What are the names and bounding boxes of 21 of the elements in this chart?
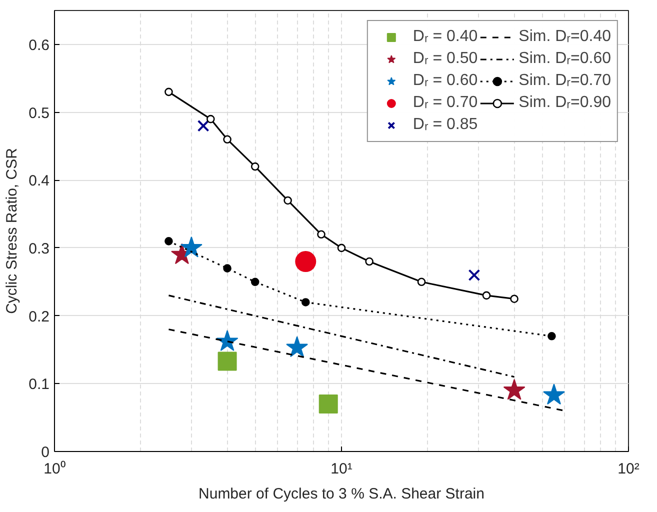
y-tick-label: 0 bbox=[41, 444, 50, 461]
legend-label: Dᵣ = 0.70 bbox=[412, 94, 478, 112]
legend-label: Dᵣ = 0.60 bbox=[412, 72, 478, 90]
y-tick-label: 0.2 bbox=[28, 308, 50, 326]
y-tick-label: 0.6 bbox=[28, 36, 50, 54]
legend-label: Dᵣ = 0.85 bbox=[412, 116, 478, 134]
y-tick-label: 0.3 bbox=[28, 240, 50, 258]
x-axis-title: Number of Cycles to 3 % S.A. Shear Strain bbox=[198, 486, 484, 502]
y-axis-title: Cyclic Stress Ratio, CSR bbox=[4, 148, 21, 314]
legend-label: Sim. Dᵣ=0.90 bbox=[518, 94, 611, 112]
y-tick-label: 0.5 bbox=[28, 104, 50, 122]
x-tick-label: 10¹ bbox=[330, 460, 352, 478]
y-tick-label: 0.4 bbox=[28, 172, 50, 190]
legend-label: Sim. Dᵣ=0.60 bbox=[518, 50, 611, 68]
legend-label: Sim. Dᵣ=0.70 bbox=[518, 72, 611, 90]
legend-label: Dᵣ = 0.40 bbox=[412, 28, 478, 46]
x-tick-label: 10⁰ bbox=[44, 460, 66, 478]
y-tick-label: 0.1 bbox=[28, 376, 50, 394]
x-tick-label: 10² bbox=[618, 460, 640, 478]
legend-label: Dᵣ = 0.50 bbox=[412, 50, 478, 68]
legend-label: Sim. Dᵣ=0.40 bbox=[518, 28, 611, 46]
